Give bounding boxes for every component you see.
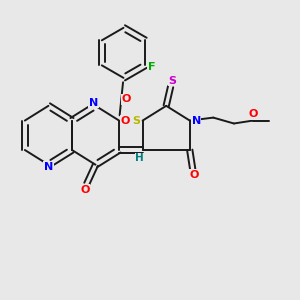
Text: S: S — [132, 116, 140, 126]
Text: O: O — [248, 109, 258, 119]
Text: O: O — [121, 116, 130, 126]
Text: N: N — [192, 116, 201, 126]
Text: H: H — [135, 153, 144, 163]
Text: N: N — [44, 162, 53, 172]
Text: O: O — [122, 94, 131, 104]
Text: F: F — [148, 62, 155, 72]
Text: O: O — [80, 185, 90, 195]
Text: O: O — [190, 170, 199, 180]
Text: S: S — [168, 76, 176, 86]
Text: N: N — [89, 98, 98, 108]
